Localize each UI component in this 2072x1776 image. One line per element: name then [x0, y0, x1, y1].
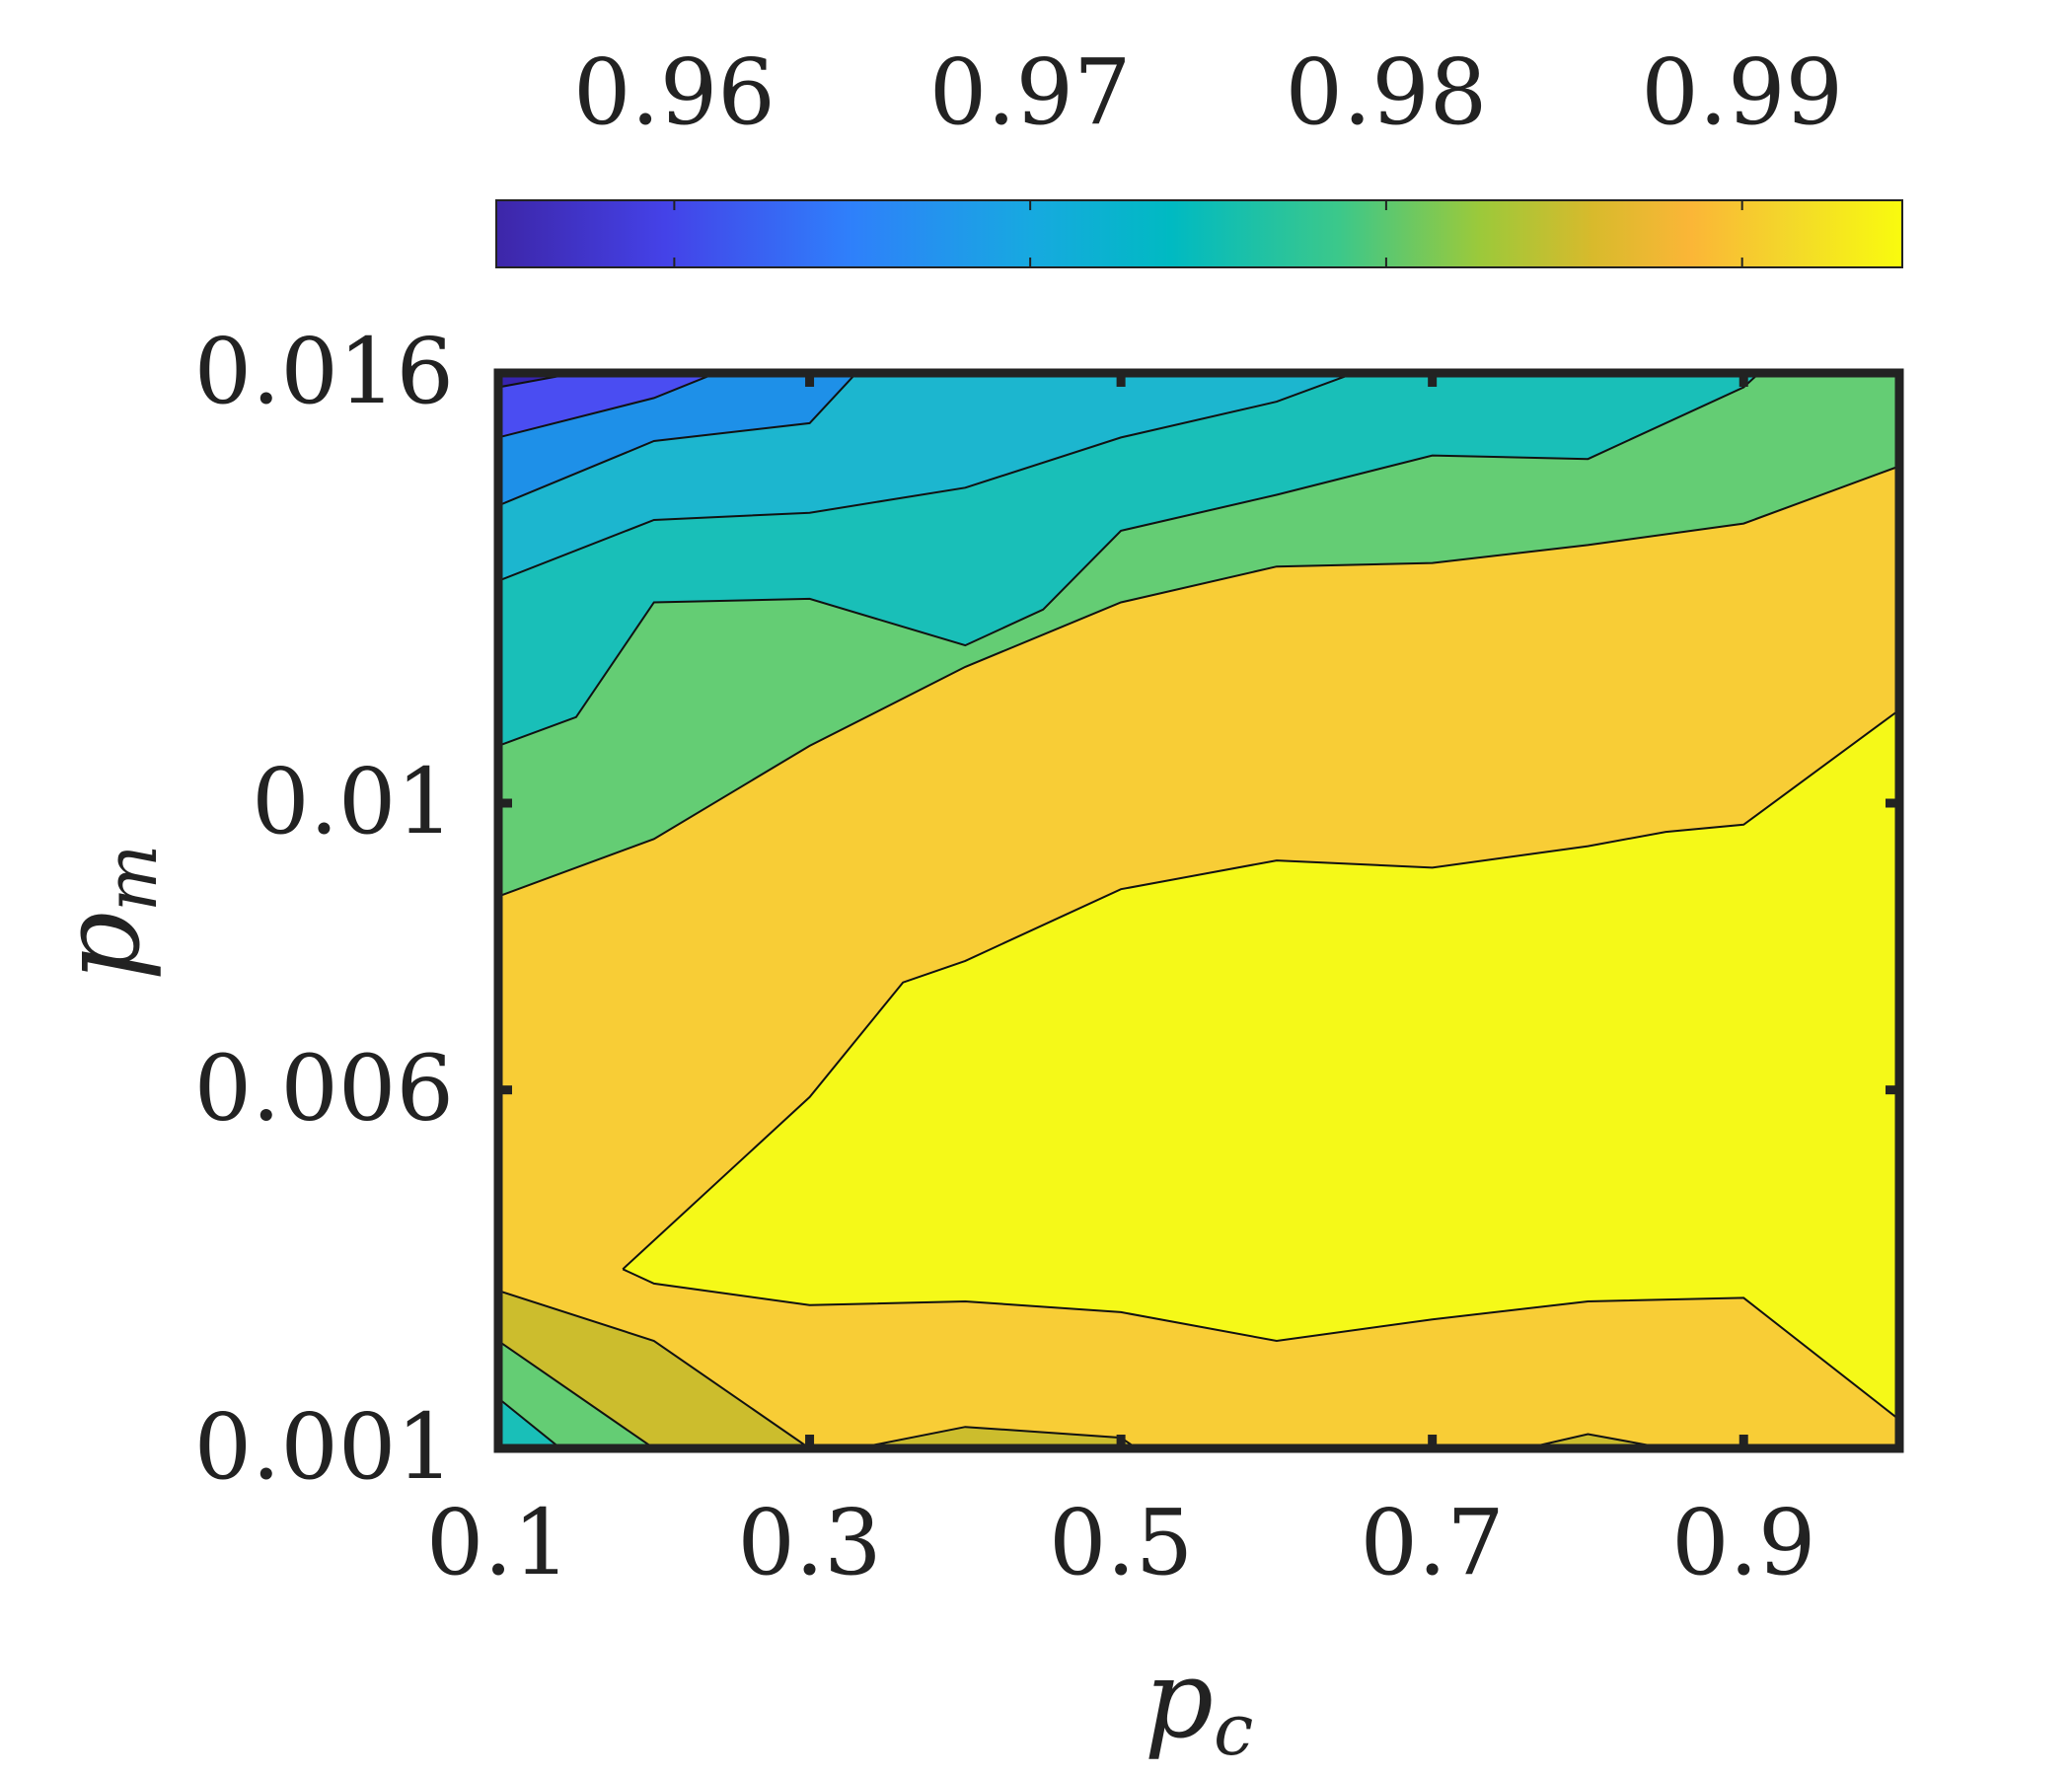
plot-area: 0.1 0.3 0.5 0.7 0.9 0.001 0.006 0.01 0.016 — [194, 319, 1904, 1595]
colorbar-tick-label-3: 0.99 — [1641, 39, 1843, 145]
contour-band-990 — [623, 709, 1899, 1420]
y-tick-label-2: 0.01 — [252, 749, 454, 854]
colorbar-tick-label-2: 0.98 — [1285, 39, 1487, 145]
contour-line-5 — [498, 465, 1899, 898]
contour-line-9 — [498, 1340, 655, 1448]
y-tick-label-3: 0.016 — [194, 319, 454, 424]
contour-line-8 — [498, 1290, 811, 1448]
colorbar: 0.96 0.97 0.98 0.99 — [495, 39, 1903, 268]
x-axis-label: pc — [1145, 1636, 1254, 1771]
contour-line-7 — [622, 708, 1899, 1271]
contour-bands — [498, 373, 1899, 1448]
colorbar-gradient — [495, 199, 1903, 268]
contour-line-12 — [1525, 1433, 1666, 1448]
contour-line-3 — [498, 373, 1356, 582]
x-tick-label-2: 0.5 — [1049, 1490, 1193, 1595]
x-tick-label-4: 0.9 — [1671, 1490, 1815, 1595]
y-axis-label: pm — [37, 845, 173, 982]
contour-pocket-mid — [855, 1427, 1137, 1448]
colorbar-tick-labels: 0.96 0.97 0.98 0.99 — [573, 39, 1843, 145]
x-axis-tick-labels: 0.1 0.3 0.5 0.7 0.9 — [426, 1490, 1816, 1595]
y-tick-label-0: 0.001 — [194, 1394, 454, 1500]
colorbar-tick-label-1: 0.97 — [929, 39, 1132, 145]
colorbar-tick-label-0: 0.96 — [573, 39, 776, 145]
plot-frame — [493, 368, 1904, 1453]
x-axis-label-subscript: c — [1214, 1688, 1253, 1771]
colorbar-ticks — [673, 200, 1743, 267]
contour-line-1 — [498, 373, 717, 439]
contour-line-4 — [498, 373, 1760, 747]
y-axis-ticks — [498, 798, 1899, 1095]
contour-line-10 — [498, 1397, 561, 1448]
contour-line-2 — [498, 373, 857, 507]
y-tick-label-1: 0.006 — [194, 1036, 454, 1142]
y-axis-label-subscript: m — [90, 845, 173, 912]
x-tick-label-0: 0.1 — [426, 1490, 570, 1595]
x-tick-label-3: 0.7 — [1361, 1490, 1505, 1595]
x-tick-label-1: 0.3 — [737, 1490, 881, 1595]
y-axis-label-main: p — [37, 912, 164, 981]
y-axis-tick-labels: 0.001 0.006 0.01 0.016 — [194, 319, 454, 1500]
x-axis-label-main: p — [1145, 1636, 1214, 1762]
contour-line-11 — [855, 1426, 1138, 1448]
x-axis-ticks — [805, 373, 1748, 1448]
contour-lines — [498, 373, 1899, 1448]
contour-line-6 — [622, 1268, 1899, 1421]
